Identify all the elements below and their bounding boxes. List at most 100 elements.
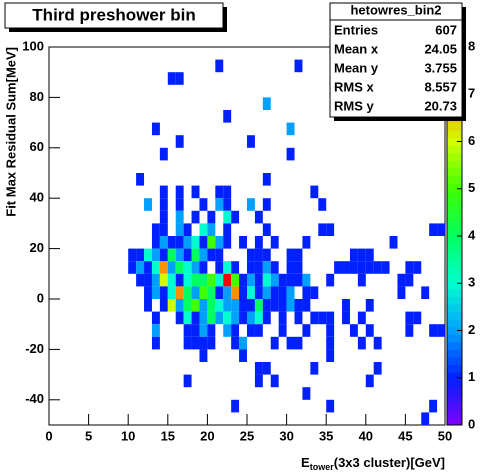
cell (247, 324, 255, 337)
cell (167, 273, 176, 287)
colorbar-segment (447, 236, 462, 245)
stats-label: Entries (334, 22, 378, 37)
cell (167, 299, 176, 312)
cell (136, 173, 145, 186)
cell (199, 223, 208, 236)
cell (199, 273, 208, 287)
cell (159, 299, 168, 312)
colorbar-segment (447, 409, 462, 418)
cell (144, 261, 152, 274)
cell (151, 223, 160, 236)
cell (357, 336, 366, 350)
cell (294, 299, 303, 312)
cell (215, 299, 224, 312)
colorbar-segment (447, 281, 462, 290)
x-tick-label: 25 (240, 428, 254, 443)
colorbar-segment (447, 288, 462, 297)
cell (326, 311, 335, 325)
cell (175, 72, 184, 85)
cell (349, 248, 358, 262)
cell (215, 273, 224, 287)
cell (175, 210, 184, 224)
cell (302, 324, 311, 337)
colorbar-segment (447, 198, 462, 207)
cell (128, 248, 137, 262)
cell (144, 248, 152, 262)
cell (231, 311, 240, 325)
cell (326, 349, 335, 362)
colorbar-segment (447, 137, 462, 146)
colorbar-segment (447, 183, 462, 192)
axes: 0 5 10 15 20 25 30 35 40 45 50-40-2002040608010001… (22, 38, 476, 443)
cell (239, 286, 247, 299)
cell (175, 185, 184, 199)
cell (191, 185, 200, 199)
cell (270, 236, 279, 249)
cell (191, 336, 200, 350)
cell (286, 286, 295, 299)
cell (159, 273, 168, 287)
colorbar-segment (447, 130, 462, 139)
cell (191, 299, 200, 312)
cell (397, 273, 406, 287)
cell (207, 336, 216, 350)
colorbar-segment (447, 394, 462, 403)
cell (191, 311, 200, 325)
y-axis-title: Fit Max Residual Sum[MeV] (3, 47, 18, 217)
cell (270, 261, 279, 274)
cell (294, 248, 303, 262)
cell (342, 311, 350, 325)
cell (349, 324, 358, 337)
cell (207, 286, 216, 299)
cell (302, 286, 311, 299)
stats-value: 20.73 (424, 98, 457, 113)
cell (215, 286, 224, 299)
cell (326, 399, 335, 413)
colorbar-tick-label: 2 (468, 322, 475, 337)
cell (175, 198, 184, 211)
stats-label: Mean y (334, 60, 379, 75)
cell (159, 236, 168, 249)
cell (294, 261, 303, 274)
colorbar-segment (447, 243, 462, 252)
cell (270, 299, 279, 312)
cell (429, 399, 438, 413)
colorbar-segment (447, 304, 462, 313)
colorbar-tick-label: 0 (468, 416, 475, 431)
cell (270, 336, 279, 350)
x-tick-label: 35 (319, 428, 333, 443)
cell (302, 273, 311, 287)
cell (405, 311, 414, 325)
cell (199, 198, 208, 211)
cell (223, 185, 232, 199)
cell (159, 198, 168, 211)
cell (381, 261, 390, 274)
cell (151, 286, 160, 299)
cell (270, 374, 279, 388)
cell (199, 236, 208, 249)
colorbar-segment (447, 319, 462, 328)
cell (183, 286, 192, 299)
cell (223, 210, 232, 224)
cell (191, 248, 200, 262)
cell (191, 324, 200, 337)
colorbar-segment (447, 379, 462, 388)
colorbar-segment (447, 251, 462, 260)
colorbar-segment (447, 160, 462, 169)
cell (128, 261, 137, 274)
cell (215, 248, 224, 262)
y-tick-label: 60 (30, 139, 44, 154)
cell (278, 311, 287, 325)
colorbar-segment (447, 334, 462, 343)
cell (262, 223, 271, 236)
cell (254, 324, 263, 337)
cell (239, 336, 247, 350)
cell (357, 273, 366, 287)
cell (136, 248, 145, 262)
cell (199, 248, 208, 262)
colorbar-tick-label: 6 (468, 133, 475, 148)
cell (199, 311, 208, 325)
cell (215, 198, 224, 211)
cell (310, 185, 319, 199)
cell (262, 173, 271, 186)
